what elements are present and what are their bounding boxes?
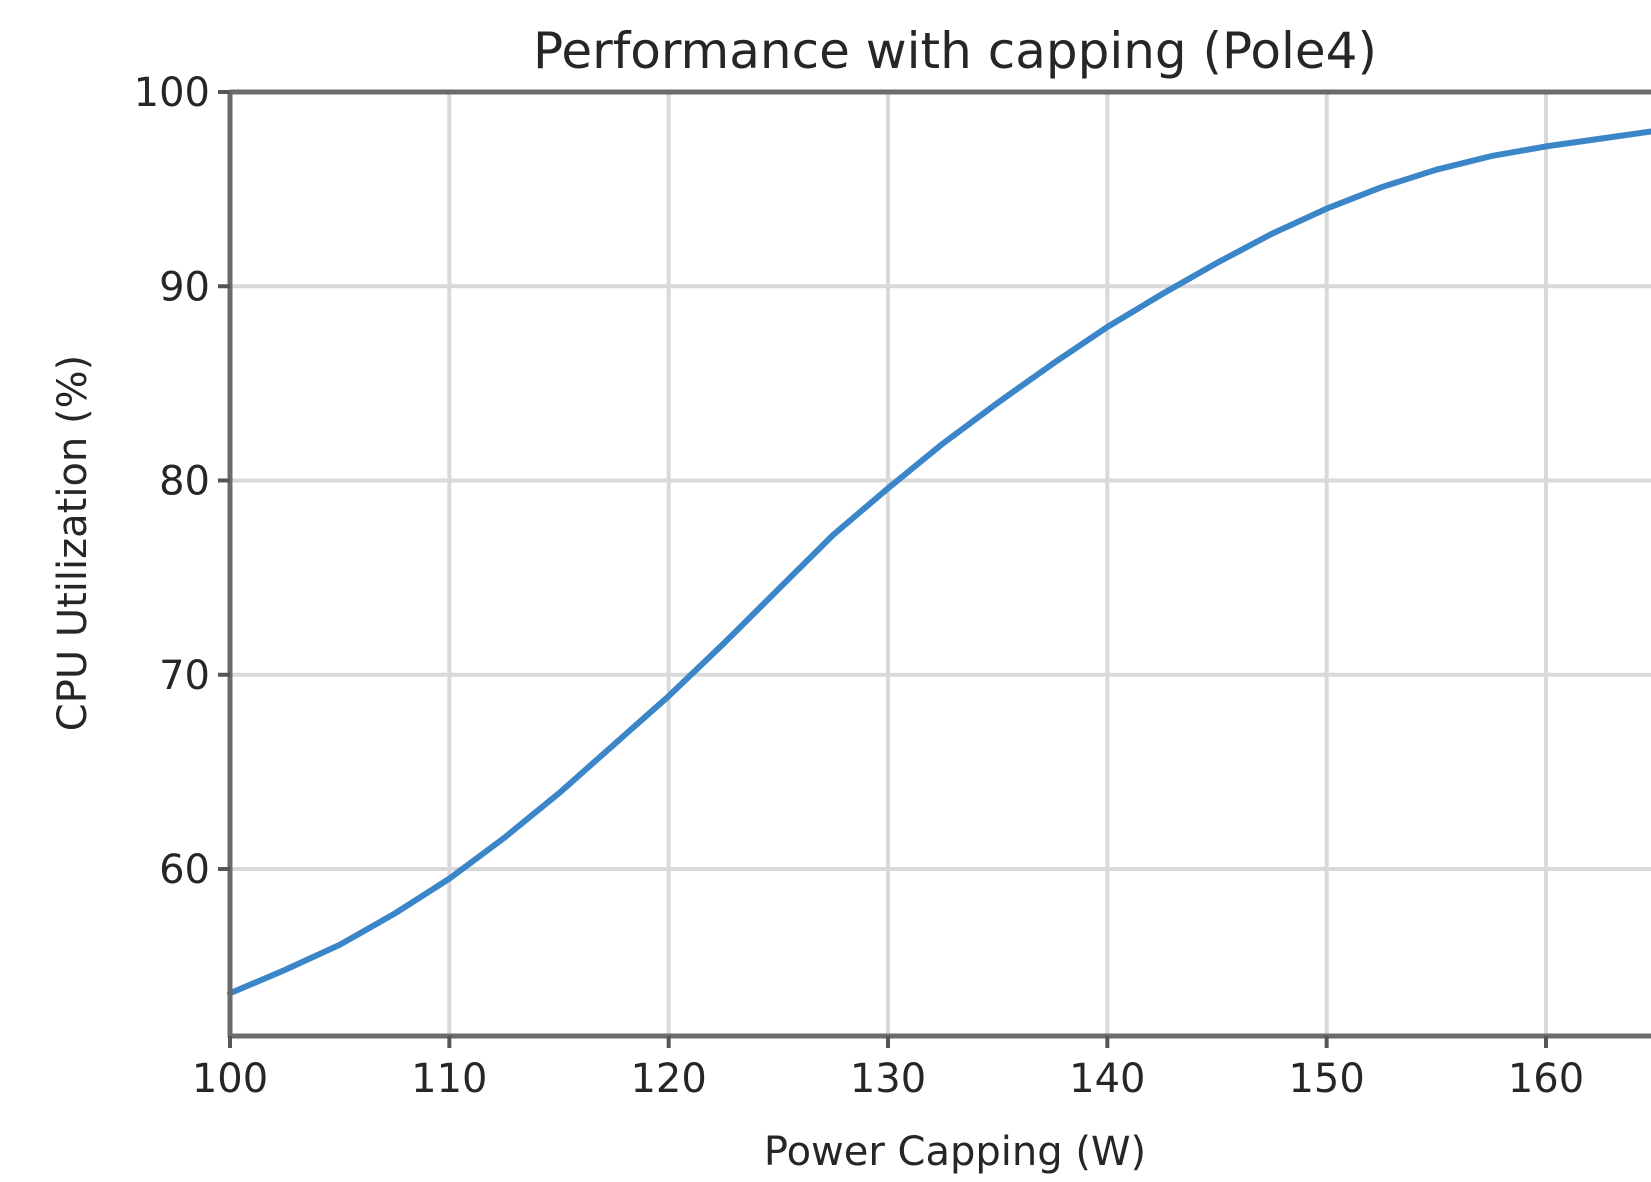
tick-marks [218,90,1548,1048]
y-tick-label: 60 [159,847,210,893]
axes [227,89,1651,1039]
x-tick-label: 160 [1508,1056,1584,1102]
y-tick-label: 90 [159,264,210,310]
y-tick-label: 100 [134,70,210,116]
x-tick-label: 150 [1288,1056,1364,1102]
y-axis-label: CPU Utilization (%) [50,355,96,731]
x-tick-label: 130 [850,1056,926,1102]
y-tick-label: 70 [159,653,210,699]
series-layer [227,128,1651,997]
x-axis-label: Power Capping (W) [764,1129,1146,1175]
chart-title: Performance with capping (Pole4) [533,22,1377,80]
x-tick-label: 140 [1069,1056,1145,1102]
x-tick-label: 120 [630,1056,706,1102]
series-line [227,128,1651,997]
tick-labels: 100 110 120 130 140 150 160 60 70 80 90 100 [134,70,1585,1102]
y-tick-label: 80 [159,459,210,505]
x-tick-label: 110 [411,1056,487,1102]
x-tick-label: 100 [192,1056,268,1102]
